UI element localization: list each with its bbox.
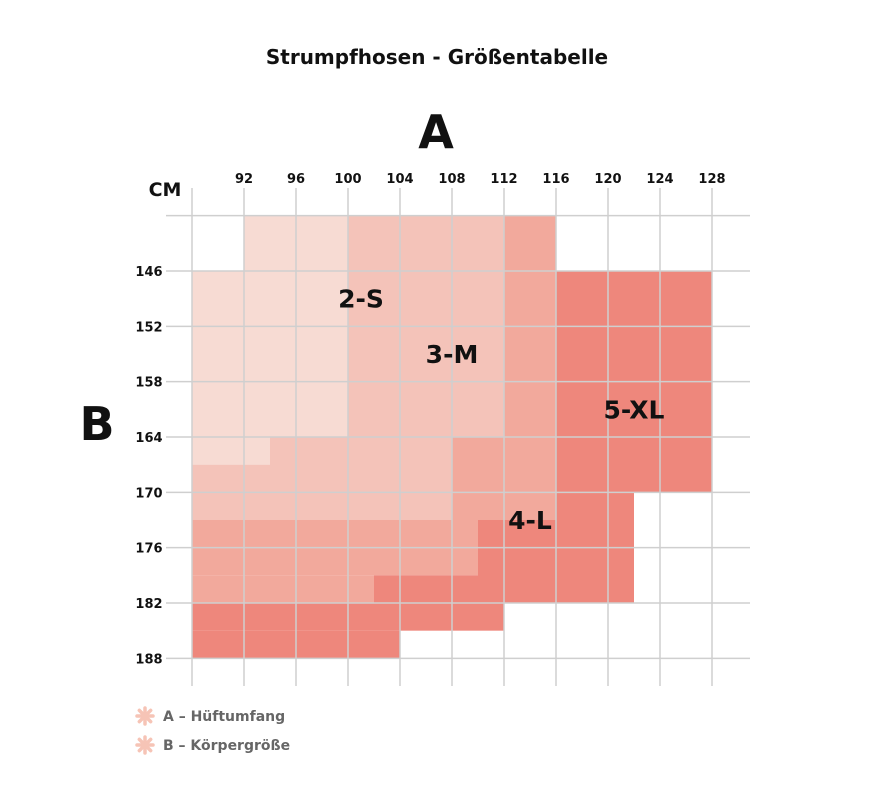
y-tick-label: 152 bbox=[135, 320, 162, 335]
y-tick-label: 146 bbox=[135, 265, 162, 280]
x-tick-label: 96 bbox=[287, 172, 305, 187]
y-tick-labels: 146 152 158 164 170 176 182 188 bbox=[135, 265, 162, 667]
size-region-5-xl-2 bbox=[478, 519, 556, 603]
asterisk-icon bbox=[135, 706, 155, 726]
size-regions bbox=[192, 215, 712, 659]
size-region-4-l-4 bbox=[192, 575, 374, 603]
legend-item-b: B – Körpergröße bbox=[135, 735, 290, 755]
legend-label-a: A – Hüftumfang bbox=[163, 709, 285, 725]
y-tick-label: 182 bbox=[135, 597, 162, 612]
size-label-3-m: 3-M bbox=[426, 340, 479, 369]
size-region-2-s-2 bbox=[192, 436, 270, 465]
grid-lines bbox=[166, 188, 750, 686]
y-tick-label: 188 bbox=[135, 652, 162, 667]
x-tick-label: 112 bbox=[490, 172, 517, 187]
legend-label-b: B – Körpergröße bbox=[163, 738, 290, 754]
size-region-5-xl-3 bbox=[374, 575, 478, 603]
legend: A – Hüftumfang B – Körpergröße bbox=[135, 706, 290, 755]
size-labels: 2-S 3-M 4-L 5-XL bbox=[338, 285, 664, 535]
size-region-3-m-1 bbox=[270, 436, 452, 520]
size-region-4-l-0 bbox=[504, 215, 556, 271]
x-tick-label: 116 bbox=[542, 172, 569, 187]
x-tick-label: 128 bbox=[698, 172, 725, 187]
size-region-4-l-1 bbox=[504, 271, 556, 437]
size-label-2-s: 2-S bbox=[338, 285, 384, 314]
x-axis-letter: A bbox=[418, 105, 454, 159]
size-region-2-s-1 bbox=[192, 271, 348, 437]
size-label-5-xl: 5-XL bbox=[604, 395, 665, 424]
x-tick-label: 120 bbox=[594, 172, 621, 187]
size-label-4-l: 4-L bbox=[508, 506, 552, 535]
asterisk-icon bbox=[135, 735, 155, 755]
x-tick-label: 108 bbox=[438, 172, 465, 187]
unit-label: CM bbox=[149, 179, 182, 201]
legend-item-a: A – Hüftumfang bbox=[135, 706, 285, 726]
x-tick-label: 104 bbox=[386, 172, 413, 187]
chart-title: Strumpfhosen - Größentabelle bbox=[266, 45, 608, 69]
y-axis-letter: B bbox=[79, 397, 114, 451]
y-tick-label: 164 bbox=[135, 431, 162, 446]
x-tick-label: 92 bbox=[235, 172, 253, 187]
y-tick-label: 158 bbox=[135, 376, 162, 391]
x-tick-label: 100 bbox=[334, 172, 361, 187]
y-tick-label: 176 bbox=[135, 542, 162, 557]
x-tick-label: 124 bbox=[646, 172, 673, 187]
x-tick-labels: 92 96 100 104 108 112 116 120 124 128 bbox=[235, 172, 726, 187]
y-tick-label: 170 bbox=[135, 486, 162, 501]
